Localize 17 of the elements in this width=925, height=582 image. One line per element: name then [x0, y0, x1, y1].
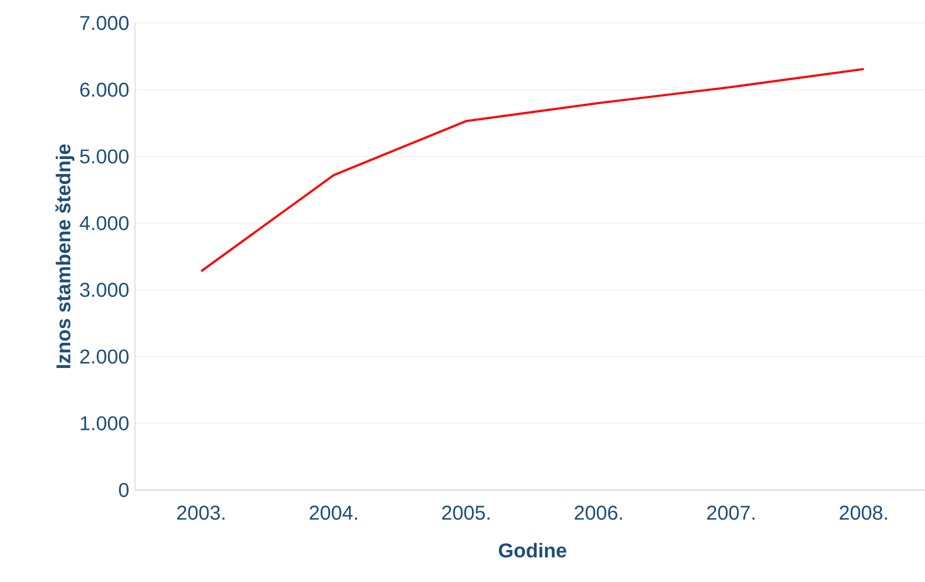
x-tick-label: 2008.: [840, 506, 887, 520]
x-tick-label: 2004.: [310, 506, 357, 520]
x-tick-label: 2005.: [442, 506, 490, 520]
x-tick-label: 2007.: [707, 506, 754, 520]
x-axis-title: Godine: [498, 542, 566, 558]
y-tick-label: 4.000: [80, 216, 129, 230]
y-tick-label: 7.000: [80, 16, 129, 30]
y-tick-label: 2.000: [80, 350, 129, 364]
y-tick-label: 6.000: [80, 82, 129, 97]
line-series: [200, 68, 865, 272]
y-tick-label: 1.000: [80, 416, 129, 430]
y-tick-label: 0: [119, 482, 129, 498]
y-tick-label: 3.000: [80, 282, 129, 297]
y-axis-title: Iznos stambene štednje: [55, 144, 74, 368]
x-tick-label: 2003.: [177, 506, 224, 520]
x-tick-label: 2006.: [574, 506, 622, 520]
y-tick-label: 5.000: [80, 149, 129, 164]
